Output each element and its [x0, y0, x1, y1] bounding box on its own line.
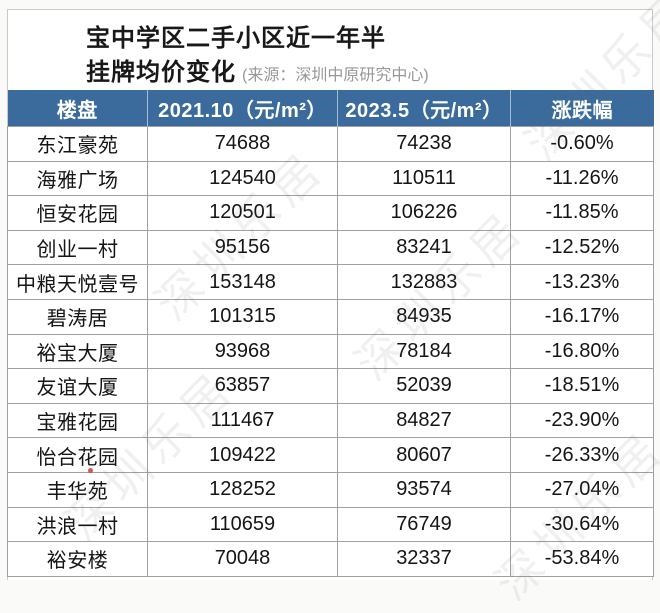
price-2021: 109422 [147, 437, 338, 473]
table-row: 东江豪苑 74688 74238 -0.60% [7, 126, 654, 162]
table-row: 裕宝大厦 93968 78184 -16.80% [7, 333, 654, 370]
change-pct: -12.52% [510, 229, 654, 266]
property-name: 碧涛居 [7, 298, 148, 335]
change-pct: -16.80% [510, 333, 654, 370]
header-price-2023: 2023.5（元/m²） [337, 90, 511, 127]
property-name: 怡合花园 [7, 437, 148, 473]
table-row: 裕安楼 70048 32337 -53.84% [7, 541, 654, 577]
price-2021: 128252 [147, 471, 338, 508]
change-pct: -0.60% [510, 126, 654, 162]
change-pct: -11.26% [510, 160, 654, 197]
property-name: 创业一村 [7, 229, 148, 266]
price-2021: 110659 [147, 506, 338, 543]
table-row: 怡合花园 109422 80607 -26.33% [7, 437, 654, 473]
property-name: 中粮天悦壹号 [7, 264, 148, 300]
red-speck [88, 468, 93, 473]
table-row: 宝雅花园 111467 84827 -23.90% [7, 402, 654, 439]
price-2023: 132883 [337, 264, 511, 300]
table-row: 碧涛居 101315 84935 -16.17% [7, 298, 654, 335]
table-row: 中粮天悦壹号 153148 132883 -13.23% [7, 264, 654, 300]
table-row: 友谊大厦 63857 52039 -18.51% [7, 368, 654, 404]
infographic-card: 宝中学区二手小区近一年半 挂牌均价变化 (来源：深圳中原研究中心) 楼盘 202… [7, 9, 654, 580]
price-2023: 106226 [337, 195, 511, 231]
price-2021: 95156 [147, 229, 338, 266]
title-block: 宝中学区二手小区近一年半 挂牌均价变化 (来源：深圳中原研究中心) [86, 22, 429, 93]
price-2023: 93574 [337, 471, 511, 508]
price-2021: 74688 [147, 126, 338, 162]
price-2023: 83241 [337, 229, 511, 266]
table-row: 洪浪一村 110659 76749 -30.64% [7, 506, 654, 543]
price-2023: 84935 [337, 298, 511, 335]
price-2023: 84827 [337, 402, 511, 439]
price-2021: 153148 [147, 264, 338, 300]
property-name: 裕安楼 [7, 541, 148, 577]
change-pct: -18.51% [510, 368, 654, 404]
price-2023: 110511 [337, 160, 511, 197]
header-change: 涨跌幅 [510, 90, 654, 127]
table-row: 创业一村 95156 83241 -12.52% [7, 229, 654, 266]
price-2021: 70048 [147, 541, 338, 577]
table-body: 东江豪苑 74688 74238 -0.60% 海雅广场 124540 1105… [7, 126, 654, 577]
property-name: 东江豪苑 [7, 126, 148, 162]
price-2023: 52039 [337, 368, 511, 404]
price-2023: 32337 [337, 541, 511, 577]
property-name: 裕宝大厦 [7, 333, 148, 370]
price-2021: 111467 [147, 402, 338, 439]
page-title-line2: 挂牌均价变化 [86, 59, 236, 86]
price-2021: 101315 [147, 298, 338, 335]
header-price-2021: 2021.10（元/m²） [147, 90, 338, 127]
property-name: 洪浪一村 [7, 506, 148, 543]
source-label: (来源：深圳中原研究中心) [242, 67, 429, 84]
property-name: 丰华苑 [7, 471, 148, 508]
change-pct: -53.84% [510, 541, 654, 577]
price-2023: 80607 [337, 437, 511, 473]
table-row: 丰华苑 128252 93574 -27.04% [7, 471, 654, 508]
change-pct: -11.85% [510, 195, 654, 231]
table-row: 恒安花园 120501 106226 -11.85% [7, 195, 654, 231]
property-name: 海雅广场 [7, 160, 148, 197]
property-name: 恒安花园 [7, 195, 148, 231]
price-2023: 74238 [337, 126, 511, 162]
page-title-line1: 宝中学区二手小区近一年半 [86, 25, 386, 52]
table-header-row: 楼盘 2021.10（元/m²） 2023.5（元/m²） 涨跌幅 [7, 90, 654, 127]
price-2021: 93968 [147, 333, 338, 370]
change-pct: -16.17% [510, 298, 654, 335]
property-name: 友谊大厦 [7, 368, 148, 404]
price-2021: 63857 [147, 368, 338, 404]
price-2021: 124540 [147, 160, 338, 197]
change-pct: -13.23% [510, 264, 654, 300]
header-property: 楼盘 [7, 90, 148, 127]
price-2023: 76749 [337, 506, 511, 543]
change-pct: -26.33% [510, 437, 654, 473]
price-2021: 120501 [147, 195, 338, 231]
change-pct: -27.04% [510, 471, 654, 508]
change-pct: -30.64% [510, 506, 654, 543]
price-2023: 78184 [337, 333, 511, 370]
price-table: 楼盘 2021.10（元/m²） 2023.5（元/m²） 涨跌幅 东江豪苑 7… [7, 90, 654, 577]
table-row: 海雅广场 124540 110511 -11.26% [7, 160, 654, 197]
change-pct: -23.90% [510, 402, 654, 439]
property-name: 宝雅花园 [7, 402, 148, 439]
